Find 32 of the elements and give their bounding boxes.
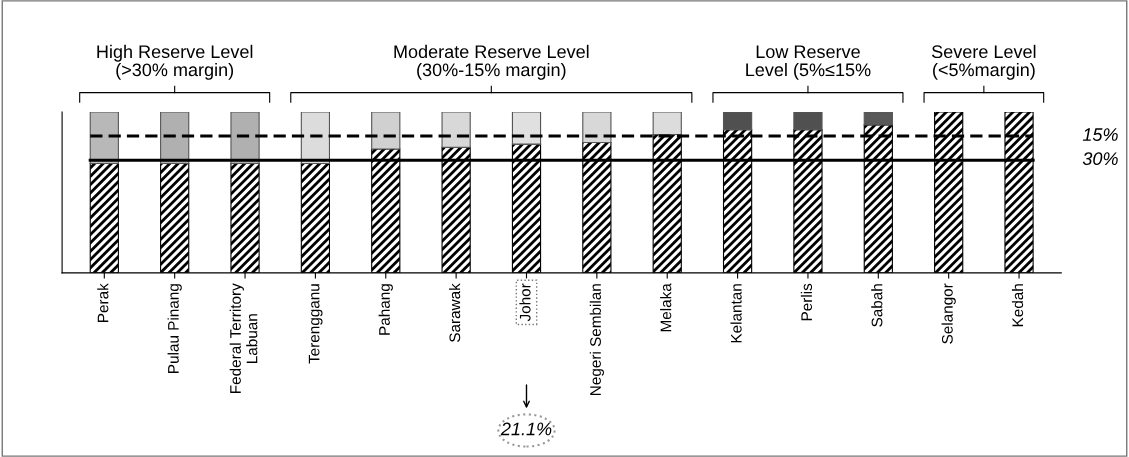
- x-tick-label: Terengganu: [308, 284, 323, 364]
- text: Low Reserve Level (5%≤15%: [746, 45, 871, 80]
- text: 21.1%: [500, 422, 552, 436]
- x-tick-label: Selangor: [941, 283, 956, 344]
- text: 30%: [1082, 152, 1118, 166]
- bar: [511, 111, 542, 145]
- x-tick-label: Perlis: [800, 283, 813, 321]
- bar: [652, 111, 682, 136]
- text: Severe Level (<5%margin): [931, 44, 1036, 80]
- text: 15%: [1082, 128, 1118, 141]
- bar: [793, 111, 823, 131]
- x-tick-label: Negeri Sembilan: [589, 284, 604, 395]
- bar: [300, 111, 331, 164]
- x-tick-label: Kedah: [1011, 284, 1024, 327]
- x-tick-label: Federal Territory Labuan: [229, 283, 258, 393]
- x-tick-label: Johor: [519, 283, 531, 322]
- bar: [582, 111, 612, 144]
- bar: [863, 111, 893, 126]
- x-tick-label: Sabah: [871, 284, 883, 327]
- bar: [230, 111, 260, 164]
- bar: [722, 111, 753, 131]
- x-tick-label: Pahang: [378, 284, 393, 335]
- x-tick-label: Perak: [97, 283, 109, 322]
- text: High Reserve Level (>30% margin): [97, 44, 253, 80]
- x-tick-label: Kelantan: [730, 284, 742, 343]
- bar: [160, 111, 190, 164]
- x-tick-label: Pulau Pinang: [167, 284, 182, 373]
- bar: [441, 111, 471, 148]
- text: Moderate Reserve Level (30%-15% margin): [394, 44, 589, 80]
- x-tick-label: Melaka: [660, 283, 672, 332]
- x-tick-label: Sarawak: [449, 283, 461, 342]
- bar: [371, 111, 401, 150]
